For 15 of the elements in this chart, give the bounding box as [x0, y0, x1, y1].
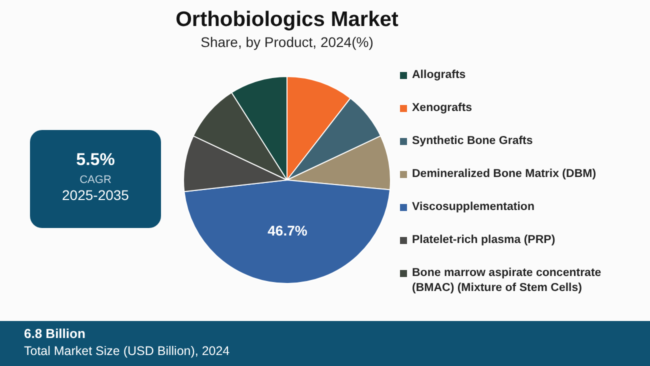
legend-label: Allografts: [412, 68, 467, 83]
text: CAGR: [78, 174, 112, 186]
legend-label: Platelet-rich plasma (PRP): [412, 233, 556, 248]
data-label: 46.7%: [268, 222, 308, 239]
legend-label: Demineralized Bone Matrix (DBM): [412, 167, 598, 182]
legend-label: Bone marrow aspirate concentrate (BMAC) (Mixture of Stem Cells): [412, 266, 602, 296]
legend-label: Xenografts: [412, 101, 474, 116]
chart-title: Orthobiologics Market: [174, 8, 400, 32]
legend-label: Synthetic Bone Grafts: [412, 134, 534, 149]
text: 6.8 Billion: [24, 326, 86, 341]
text: Total Market Size (USD Billion), 2024: [24, 344, 230, 358]
text: 5.5%: [75, 150, 116, 170]
text: 2025-2035: [61, 187, 130, 203]
legend-label: Viscosupplementation: [412, 200, 536, 215]
chart-subtitle: Share, by Product, 2024(%): [200, 34, 374, 50]
